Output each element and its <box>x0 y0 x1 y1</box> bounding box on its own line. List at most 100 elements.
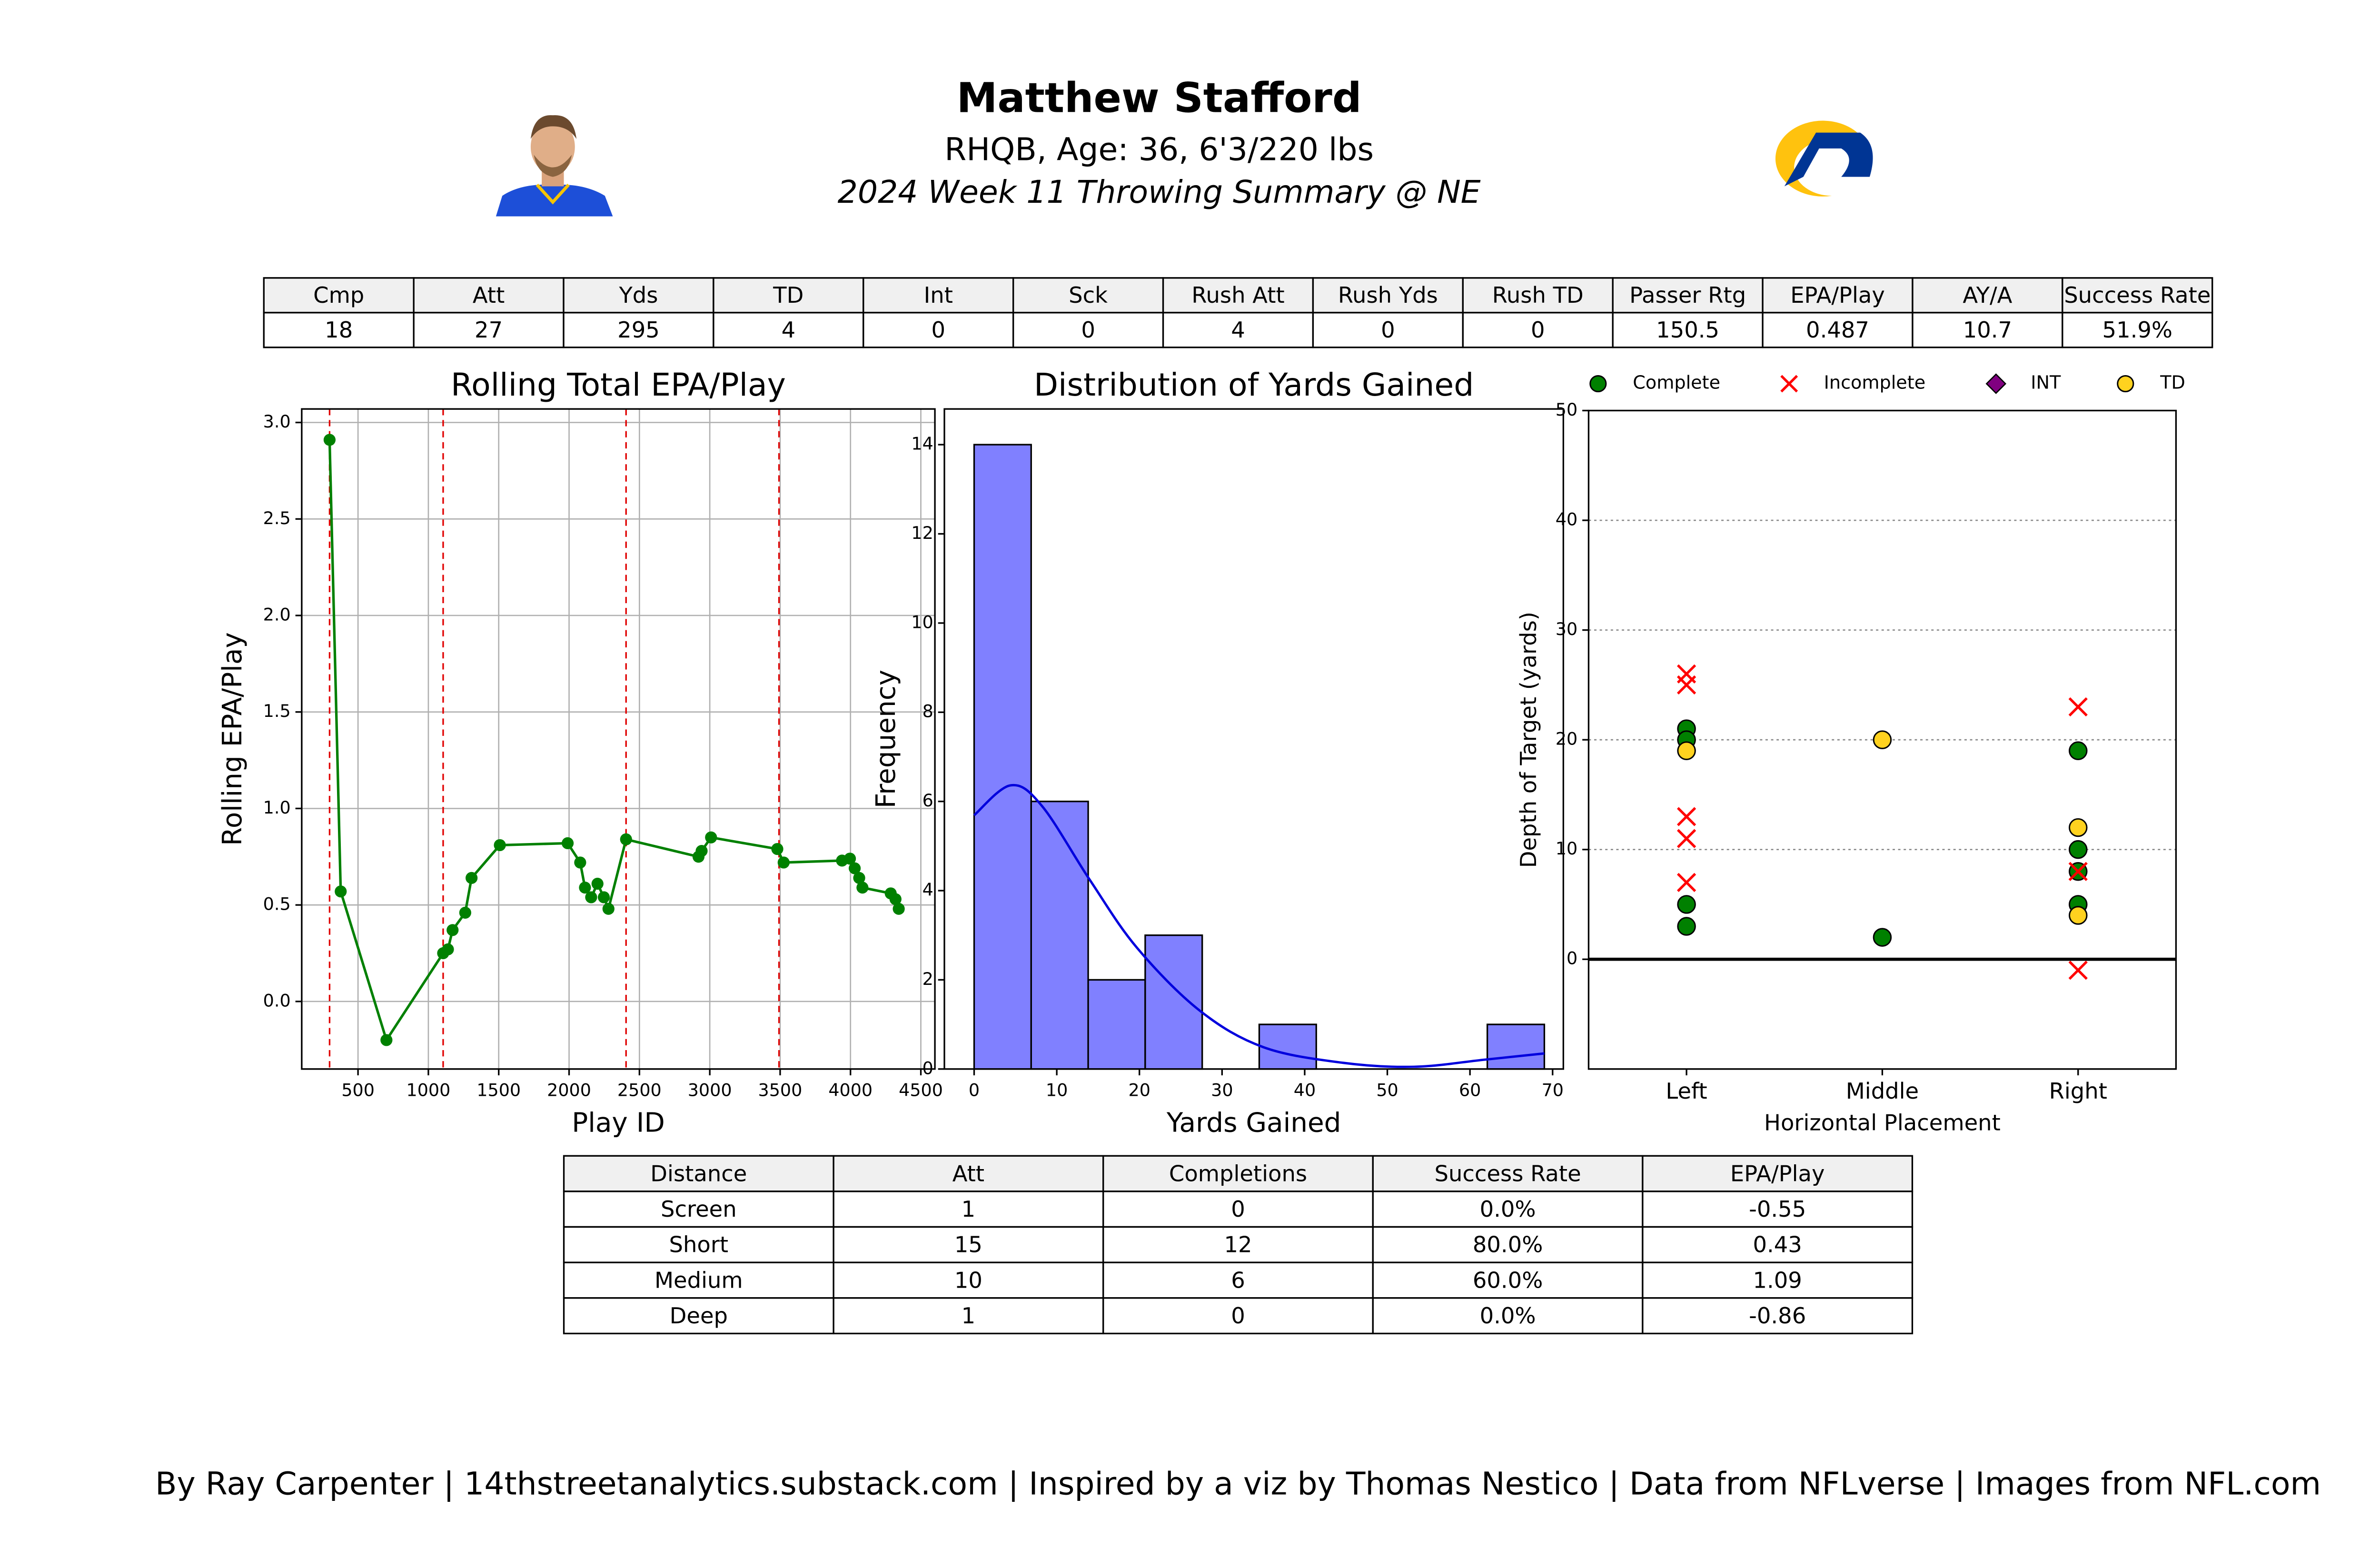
point <box>494 839 506 852</box>
table-header: Success Rate <box>2064 282 2211 308</box>
marker-stroke <box>1676 807 1696 826</box>
x-tick-label: 1500 <box>476 1080 521 1101</box>
point <box>771 843 783 855</box>
y-tick-label: 12 <box>911 523 933 543</box>
y-tick-label: 6 <box>922 790 933 811</box>
table-header: Yds <box>618 282 658 308</box>
table-cell <box>263 312 415 348</box>
y-tick-label: 30 <box>1556 619 1577 639</box>
marker-stroke <box>1676 675 1696 695</box>
bar <box>1087 979 1146 1070</box>
table-header: Success Rate <box>1434 1161 1581 1186</box>
y-tick-label: 10 <box>911 612 933 632</box>
marker-stroke <box>1676 829 1696 848</box>
table-cell <box>833 1191 1104 1228</box>
point <box>380 1034 393 1046</box>
marker-stroke <box>2068 961 2088 980</box>
table-cell <box>833 1155 1104 1192</box>
marker <box>2069 840 2088 859</box>
table-cell <box>1642 1297 1914 1335</box>
x-tick-label: Right <box>2049 1078 2107 1104</box>
table-value: 27 <box>475 317 503 343</box>
x-tick-label: 40 <box>1294 1080 1316 1101</box>
marker <box>1873 730 1892 749</box>
marker <box>2069 741 2088 760</box>
marker <box>1676 873 1696 892</box>
point <box>459 906 471 919</box>
marker <box>2068 961 2088 980</box>
table-cell <box>413 312 565 348</box>
x-tick-label: 4500 <box>899 1080 943 1101</box>
table-value: 295 <box>617 317 660 343</box>
table-value: 0 <box>1081 317 1095 343</box>
bar <box>973 444 1032 1070</box>
marker <box>2068 697 2088 717</box>
table-cell <box>863 312 1014 348</box>
bar <box>1486 1023 1546 1070</box>
table-cell <box>1162 312 1314 348</box>
table-header: Rush Att <box>1191 282 1284 308</box>
table-value: 4 <box>782 317 796 343</box>
y-axis-label: Depth of Target (yards) <box>1516 612 1541 868</box>
point <box>585 891 597 903</box>
plot-frame <box>1587 409 2177 1070</box>
table-value: 0.0% <box>1480 1303 1536 1329</box>
x-tick-label: 2000 <box>547 1080 591 1101</box>
point <box>856 882 869 894</box>
table-value: 80.0% <box>1473 1232 1543 1258</box>
y-tick-label: 0 <box>922 1058 933 1078</box>
y-tick-label: 10 <box>1556 838 1577 859</box>
x-tick-label: 50 <box>1376 1080 1398 1101</box>
table-cell <box>1372 1261 1644 1299</box>
point <box>848 862 861 874</box>
legend-label: Complete <box>1633 372 1720 393</box>
y-tick-label: 40 <box>1556 509 1577 530</box>
table-value: Deep <box>670 1303 728 1329</box>
table-value: 0 <box>1231 1303 1245 1329</box>
table-header: Distance <box>650 1161 747 1186</box>
point <box>892 903 905 915</box>
table-value: 1.09 <box>1753 1267 1802 1293</box>
player-headshot <box>496 115 613 217</box>
y-tick-label: 20 <box>1556 729 1577 749</box>
point <box>705 831 717 844</box>
y-tick-label: 2.0 <box>263 604 291 625</box>
table-value: 0 <box>1531 317 1545 343</box>
x-tick-label: 60 <box>1459 1080 1481 1101</box>
table-value: 6 <box>1231 1267 1245 1293</box>
x-tick-label: 1000 <box>407 1080 451 1101</box>
table-cell <box>1162 277 1314 314</box>
table-value: 0.0% <box>1480 1196 1536 1222</box>
footer: By Ray Carpenter | 14thstreetanalytics.s… <box>155 1465 2321 1502</box>
table-value: -0.86 <box>1749 1303 1806 1329</box>
table-value: 4 <box>1231 317 1245 343</box>
table-value: 1 <box>962 1303 976 1329</box>
table-cell <box>1642 1191 1914 1228</box>
table-value: -0.55 <box>1749 1196 1806 1222</box>
table-cell <box>1462 277 1614 314</box>
table-header: Sck <box>1069 282 1108 308</box>
table-value: Medium <box>654 1267 743 1293</box>
point <box>323 434 336 446</box>
y-tick-label: 2.5 <box>263 508 291 528</box>
x-tick-label: 4000 <box>828 1080 873 1101</box>
table-cell <box>1372 1297 1644 1335</box>
y-tick-label: 3.0 <box>263 411 291 432</box>
table-cell <box>1762 312 1914 348</box>
table-header: Rush TD <box>1492 282 1584 308</box>
table-cell <box>1102 1191 1374 1228</box>
marker <box>1676 807 1696 826</box>
table-header: EPA/Play <box>1790 282 1885 308</box>
y-tick-label: 14 <box>911 434 933 454</box>
table-cell <box>563 1261 834 1299</box>
table-cell <box>713 312 864 348</box>
y-tick-label: 1.5 <box>263 701 291 721</box>
legend-label: INT <box>2031 372 2061 393</box>
marker-stroke <box>2068 862 2088 881</box>
plot-frame <box>301 408 936 1070</box>
point <box>843 853 856 865</box>
marker <box>1677 741 1696 760</box>
table-value: Screen <box>661 1196 737 1222</box>
x-tick-label: 10 <box>1046 1080 1068 1101</box>
table-header: Passer Rtg <box>1629 282 1746 308</box>
